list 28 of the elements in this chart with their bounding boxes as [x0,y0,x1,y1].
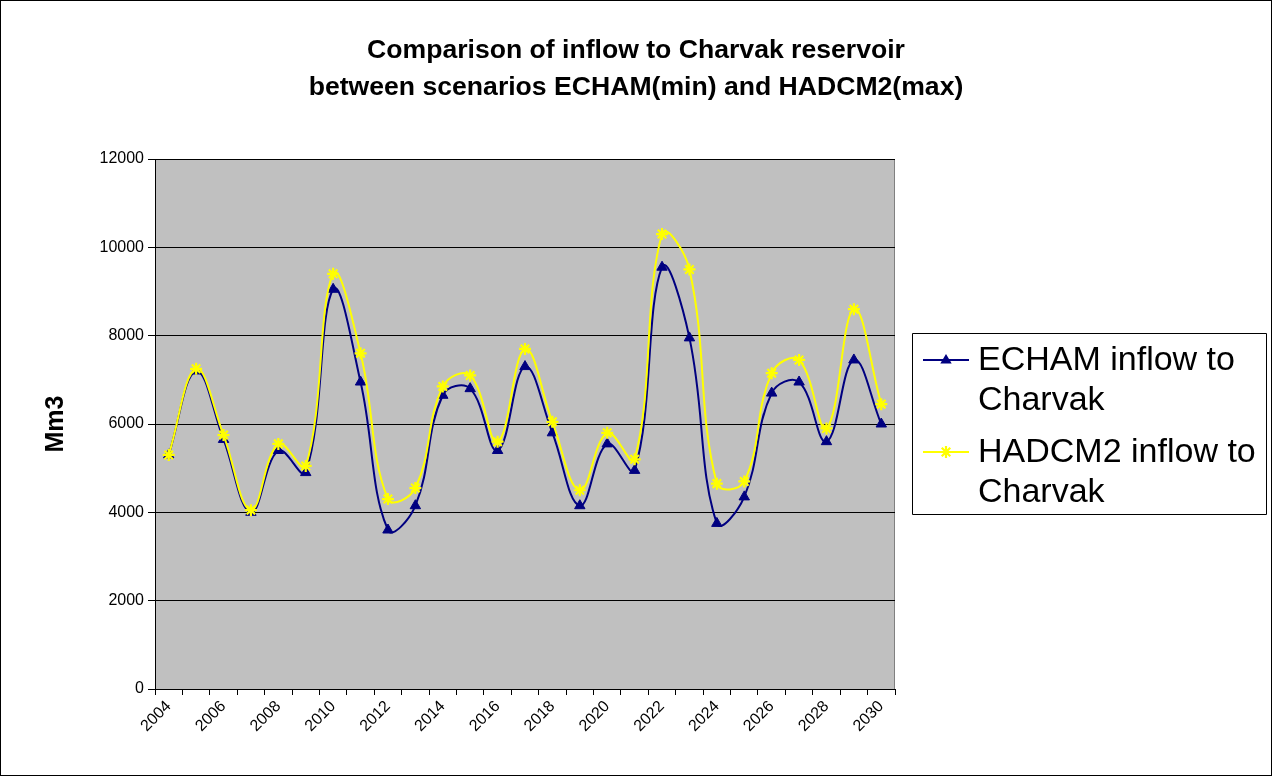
y-tick-label: 12000 [99,149,145,167]
point [354,375,367,386]
point [464,382,476,393]
y-axis-title: Mm3 [39,395,68,453]
point [574,499,586,510]
point [765,386,778,397]
point [848,353,860,364]
y-tick-label: 4000 [108,502,145,520]
chart-title: Comparison of inflow to Charvak reservoir between scenarios ECHAM(min) and HADCM2(max) [308,34,964,101]
point [711,516,723,527]
point [327,282,339,293]
point [519,360,531,371]
point [656,260,668,271]
point [382,523,394,534]
legend-label: ECHAM inflow to Charvak [978,339,1235,418]
point [601,437,613,448]
y-tick-label: 6000 [108,414,145,432]
point [875,417,887,428]
point [683,331,696,342]
point [409,499,422,510]
point [793,375,805,386]
point [738,490,750,501]
point [820,435,833,446]
y-tick-label: 8000 [108,326,145,344]
y-tick-label: 10000 [99,237,145,255]
y-tick-label: 2000 [108,591,145,609]
legend-label: HADCM2 inflow to Charvak [978,431,1256,510]
y-tick-label: 0 [135,679,145,697]
